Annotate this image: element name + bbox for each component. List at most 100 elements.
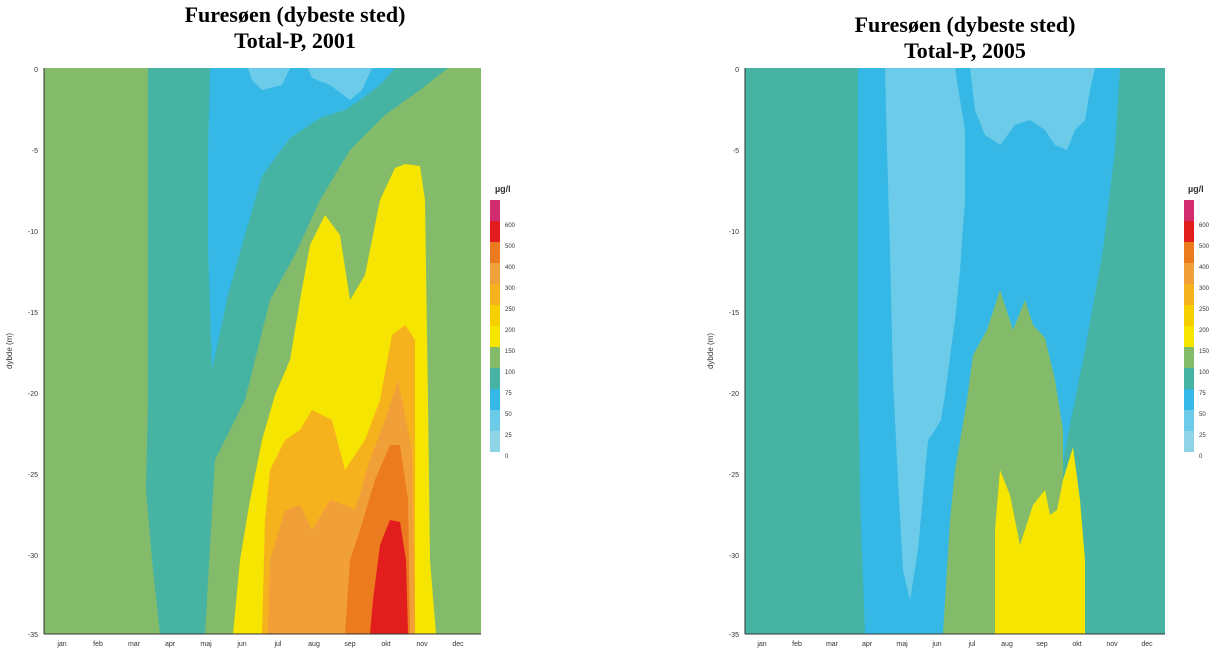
chart-subtitle: Total-P, 2005 (904, 38, 1026, 63)
colorbar-title: µg/l (495, 184, 511, 194)
colorbar-swatch-250 (490, 284, 500, 305)
colorbar-label: 500 (1199, 244, 1210, 250)
y-tick-label: -5 (32, 148, 38, 155)
x-tick-label: feb (792, 641, 802, 648)
x-tick-label: jun (931, 641, 941, 648)
y-axis-label: dybde (m) (5, 333, 14, 369)
colorbar-label: 50 (505, 412, 512, 418)
plot-area (44, 68, 481, 634)
colorbar-label: 250 (505, 307, 516, 313)
colorbar-2005: µg/l 600 500 400 300 250 200 150 100 (1184, 184, 1210, 460)
x-tick-label: dec (452, 641, 464, 648)
heatmap-2005: 0 -5 -10 -15 -20 -25 -30 -35 dybde (m) j… (706, 67, 1210, 648)
colorbar-swatch-500 (490, 221, 500, 242)
y-tick-labels: 0 -5 -10 -15 -20 -25 -30 -35 (28, 67, 38, 639)
y-tick-labels: 0 -5 -10 -15 -20 -25 -30 -35 (729, 67, 739, 639)
contour-band-25b (970, 68, 1095, 150)
colorbar-label: 250 (1199, 307, 1210, 313)
x-tick-labels: jan feb mar apr maj jun jul aug sep okt … (756, 641, 1153, 648)
colorbar-swatch-400 (490, 242, 500, 263)
colorbar-label: 600 (1199, 223, 1210, 229)
colorbar-swatch-300 (490, 263, 500, 284)
chart-title: Furesøen (dybeste sted) (854, 12, 1076, 37)
colorbar-2001: µg/l 600 500 400 300 250 200 150 100 (490, 184, 516, 460)
colorbar-label: 25 (505, 433, 512, 439)
x-tick-label: okt (1072, 641, 1081, 648)
x-tick-label: jun (236, 641, 246, 648)
colorbar-label: 600 (505, 223, 516, 229)
x-tick-label: nov (416, 641, 428, 648)
y-tick-label: 0 (34, 67, 38, 74)
x-tick-label: okt (381, 641, 390, 648)
y-tick-label: -15 (28, 310, 38, 317)
y-tick-label: -30 (729, 553, 739, 560)
colorbar-label: 25 (1199, 433, 1206, 439)
chart-title-2005: Furesøen (dybeste sted) Total-P, 2005 (745, 12, 1185, 64)
colorbar-label: 0 (505, 454, 509, 460)
y-tick-label: -20 (28, 391, 38, 398)
colorbar-swatch-400 (1184, 242, 1194, 263)
x-tick-label: dec (1141, 641, 1153, 648)
y-axis-label: dybde (m) (706, 333, 715, 369)
colorbar-label: 150 (505, 349, 516, 355)
colorbar-label: 75 (1199, 391, 1206, 397)
y-tick-label: -20 (729, 391, 739, 398)
colorbar-swatch-600 (1184, 200, 1194, 221)
contour-band-25b (308, 68, 372, 100)
colorbar-label: 200 (1199, 328, 1210, 334)
x-tick-label: jul (967, 641, 975, 648)
x-tick-label: apr (862, 641, 873, 648)
y-tick-label: -10 (729, 229, 739, 236)
colorbar-label: 100 (1199, 370, 1210, 376)
x-tick-label: sep (1036, 641, 1047, 648)
contour-band-50 (208, 68, 395, 370)
contour-band-25 (248, 68, 290, 90)
colorbar-label: 150 (1199, 349, 1210, 355)
colorbar-swatch-75 (490, 368, 500, 389)
colorbar-swatch-100 (490, 347, 500, 368)
colorbar-label: 50 (1199, 412, 1206, 418)
chart-title-2001: Furesøen (dybeste sted) Total-P, 2001 (60, 2, 530, 54)
colorbar-title: µg/l (1188, 184, 1204, 194)
x-tick-label: nov (1106, 641, 1118, 648)
y-tick-label: -10 (28, 229, 38, 236)
x-tick-label: feb (93, 641, 103, 648)
y-tick-label: 0 (735, 67, 739, 74)
colorbar-label: 300 (1199, 286, 1210, 292)
colorbar-swatch-500 (1184, 221, 1194, 242)
colorbar-swatch-250 (1184, 284, 1194, 305)
colorbar-swatch-25 (490, 410, 500, 431)
chart-panel-2005: Furesøen (dybeste sted) Total-P, 2005 0 … (615, 0, 1231, 652)
x-tick-labels: jan feb mar apr maj jun jul aug sep okt … (56, 641, 464, 648)
y-tick-label: -35 (28, 632, 38, 639)
x-tick-label: mar (826, 641, 839, 648)
x-tick-label: apr (165, 641, 176, 648)
y-tick-label: -25 (28, 472, 38, 479)
colorbar-swatch-0 (1184, 431, 1194, 452)
colorbar-swatch-300 (1184, 263, 1194, 284)
x-tick-label: aug (308, 641, 320, 648)
colorbar-swatch-150 (1184, 326, 1194, 347)
chart-title: Furesøen (dybeste sted) (184, 2, 406, 27)
colorbar-label: 500 (505, 244, 516, 250)
x-tick-label: maj (896, 641, 908, 648)
colorbar-swatch-150 (490, 326, 500, 347)
colorbar-label: 400 (505, 265, 516, 271)
colorbar-label: 400 (1199, 265, 1210, 271)
y-tick-label: -35 (729, 632, 739, 639)
colorbar-swatch-600 (490, 200, 500, 221)
colorbar-swatch-100 (1184, 347, 1194, 368)
x-tick-label: jul (273, 641, 281, 648)
y-tick-label: -5 (733, 148, 739, 155)
x-tick-label: aug (1001, 641, 1013, 648)
colorbar-swatch-25 (1184, 410, 1194, 431)
colorbar-swatch-75 (1184, 368, 1194, 389)
colorbar-label: 100 (505, 370, 516, 376)
heatmap-2001: 0 -5 -10 -15 -20 -25 -30 -35 dybde (m) j… (5, 67, 516, 648)
contour-band-25 (885, 68, 965, 600)
chart-subtitle: Total-P, 2001 (234, 28, 356, 53)
colorbar-swatch-50 (490, 389, 500, 410)
chart-panel-2001: Furesøen (dybeste sted) Total-P, 2001 (0, 0, 615, 652)
x-tick-label: mar (128, 641, 141, 648)
colorbar-label: 0 (1199, 454, 1203, 460)
